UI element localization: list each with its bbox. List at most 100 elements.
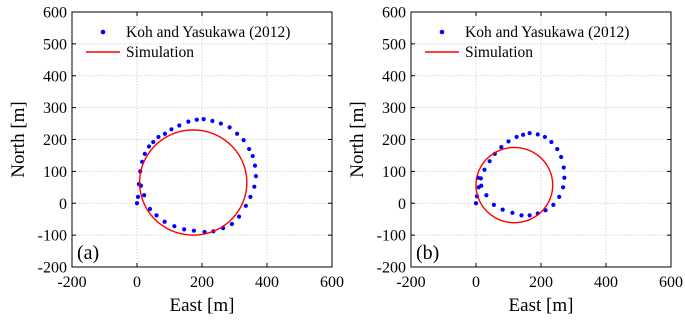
data-point <box>236 214 242 219</box>
y-tick-label: 0 <box>398 196 406 213</box>
legend-entry-label: Simulation <box>465 44 533 61</box>
data-point <box>247 146 252 152</box>
data-point <box>169 127 174 132</box>
y-tick-label: 300 <box>43 100 67 117</box>
data-point <box>146 144 152 149</box>
data-point <box>487 159 492 164</box>
y-tick-label: -100 <box>377 228 406 245</box>
data-point <box>201 117 206 122</box>
y-tick-label: -200 <box>377 260 406 277</box>
data-point <box>248 194 253 199</box>
legend-entry-label: Koh and Yasukawa (2012) <box>126 24 290 41</box>
data-point <box>519 213 524 218</box>
data-point <box>549 139 554 145</box>
data-point <box>527 213 532 218</box>
y-tick-label: 500 <box>43 36 67 53</box>
data-point <box>252 184 257 189</box>
data-point <box>510 210 515 215</box>
data-point <box>252 163 258 168</box>
chart-panel-a: -200 0 200 400 600 -200 -100 0 100 200 300 400 500 60… <box>8 5 344 317</box>
x-axis-title: East [m] <box>170 295 235 316</box>
data-point <box>542 134 548 140</box>
data-point <box>253 174 259 179</box>
y-tick-label: -200 <box>38 260 67 277</box>
data-point <box>562 175 567 180</box>
data-point <box>134 201 140 206</box>
simulation-line <box>475 146 554 224</box>
data-point <box>514 134 519 140</box>
simulation-line <box>138 129 248 236</box>
x-tick-label: 600 <box>320 274 344 291</box>
data-point <box>172 224 177 229</box>
data-point <box>182 227 187 232</box>
x-tick-label: 0 <box>472 274 480 291</box>
data-point <box>484 193 489 198</box>
y-tick-label: 0 <box>59 196 67 213</box>
y-axis-title: North [m] <box>8 101 29 178</box>
y-tick-label: -100 <box>38 228 67 245</box>
data-point <box>235 131 240 136</box>
y-tick-label: 200 <box>382 132 406 149</box>
data-point <box>210 118 215 124</box>
x-tick-label: -200 <box>396 274 425 291</box>
data-point <box>499 145 504 150</box>
x-axis-title: East [m] <box>509 295 574 316</box>
data-point <box>527 131 532 136</box>
data-point <box>535 132 540 137</box>
data-point <box>142 151 147 156</box>
legend-entry-label: Koh and Yasukawa (2012) <box>465 24 629 41</box>
x-tick-label: 400 <box>594 274 618 291</box>
data-point <box>561 185 566 190</box>
data-point <box>557 194 562 199</box>
y-tick-label: 100 <box>382 164 406 181</box>
y-axis-title: North [m] <box>347 101 368 178</box>
data-point <box>491 202 496 207</box>
data-point <box>243 203 248 208</box>
data-point <box>241 138 246 143</box>
x-tick-label: 0 <box>133 274 141 291</box>
data-point <box>500 207 505 212</box>
chart-panel-b: -200 0 200 400 600 -200 -100 0 100 200 300 400 500 60… <box>347 5 683 317</box>
data-point <box>229 221 234 227</box>
y-tick-label: 500 <box>382 36 406 53</box>
data-point <box>147 206 153 212</box>
x-tick-label: 200 <box>190 274 214 291</box>
data-point <box>156 134 161 140</box>
data-point <box>555 146 560 152</box>
data-point <box>186 119 191 124</box>
x-tick-label: -200 <box>57 274 86 291</box>
data-point <box>154 213 159 218</box>
data-point <box>482 167 487 172</box>
panel-label: (b) <box>416 242 439 264</box>
data-point <box>162 219 167 224</box>
data-point <box>194 117 199 122</box>
y-tick-label: 400 <box>43 68 67 85</box>
y-tick-label: 200 <box>43 132 67 149</box>
data-point <box>227 125 232 130</box>
data-point <box>559 154 564 160</box>
data-point <box>218 121 223 126</box>
legend-swatch-marker <box>439 29 445 35</box>
data-point <box>191 228 196 233</box>
legend-entry-label: Simulation <box>126 44 194 61</box>
panel-label: (a) <box>77 242 99 264</box>
legend-swatch-marker <box>100 29 106 35</box>
x-tick-label: 200 <box>529 274 553 291</box>
plot-area <box>473 131 567 224</box>
y-tick-label: 300 <box>382 100 406 117</box>
data-point <box>135 194 141 199</box>
y-tick-label: 600 <box>43 5 67 22</box>
y-tick-label: 600 <box>382 5 406 22</box>
data-point <box>162 131 168 136</box>
plot-area <box>134 117 259 236</box>
data-point <box>142 193 147 198</box>
x-tick-label: 600 <box>659 274 683 291</box>
data-point <box>506 139 511 144</box>
data-point <box>561 165 566 170</box>
data-point <box>473 201 479 206</box>
data-point <box>151 139 156 145</box>
y-tick-label: 400 <box>382 68 406 85</box>
data-point <box>479 183 484 188</box>
data-point <box>521 132 526 137</box>
